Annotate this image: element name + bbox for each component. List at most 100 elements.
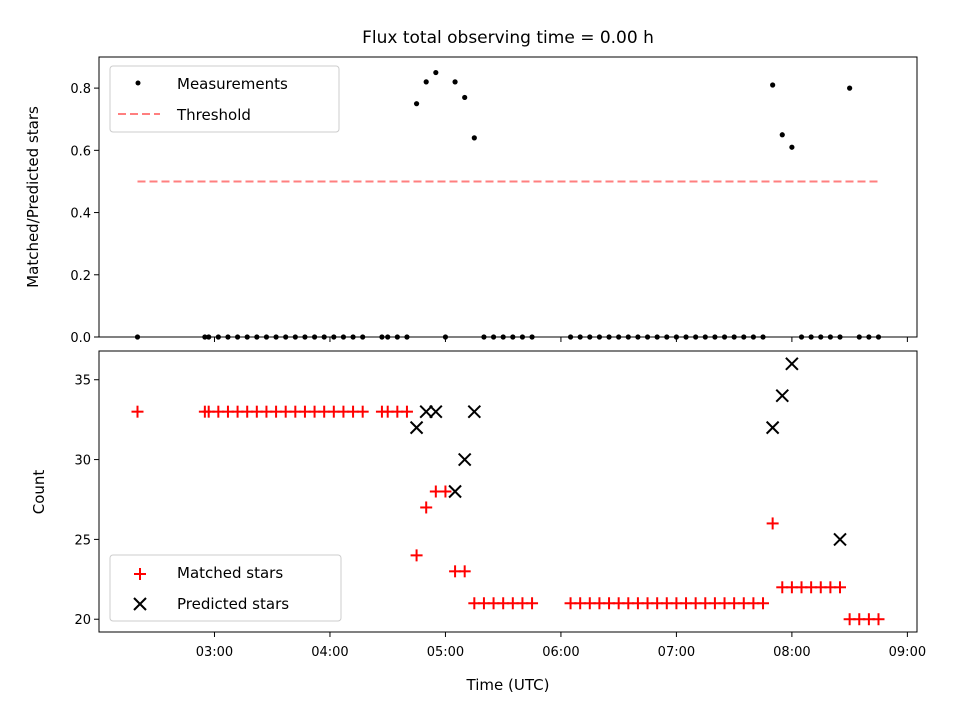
- measurement-point: [244, 334, 250, 340]
- matched-star-point: [420, 501, 433, 514]
- measurement-point: [866, 334, 872, 340]
- predicted-star-point: [409, 420, 424, 435]
- measurement-point: [331, 334, 337, 340]
- measurement-point: [394, 334, 400, 340]
- measurement-point: [202, 334, 208, 340]
- measurement-point: [360, 334, 366, 340]
- measurement-point: [206, 334, 212, 340]
- measurement-point: [283, 334, 289, 340]
- measurement-point: [423, 79, 429, 85]
- measurement-point: [385, 334, 391, 340]
- measurement-point: [654, 334, 660, 340]
- measurement-point: [500, 334, 506, 340]
- bottom-legend: Matched stars Predicted stars: [109, 554, 342, 622]
- measurement-point: [789, 144, 795, 150]
- matched-star-point: [526, 597, 539, 610]
- legend-matched-marker: [134, 568, 146, 580]
- measurement-point: [379, 334, 385, 340]
- top-legend-box: [109, 65, 340, 133]
- bottom-y-axis-label: Count: [30, 470, 48, 515]
- x-axis-label: Time (UTC): [466, 676, 550, 694]
- legend-predicted-label: Predicted stars: [177, 595, 289, 613]
- measurement-point: [712, 334, 718, 340]
- matched-star-point: [410, 549, 423, 562]
- measurement-point: [731, 334, 737, 340]
- predicted-star-point: [765, 420, 780, 435]
- measurement-point: [413, 101, 420, 107]
- measurement-point: [664, 334, 670, 340]
- measurement-point: [302, 334, 308, 340]
- measurement-point: [818, 334, 824, 340]
- measurement-point: [625, 334, 631, 340]
- matched-star-point: [356, 405, 369, 418]
- measurement-point: [702, 334, 708, 340]
- xtick-label: 08:00: [773, 645, 810, 660]
- measurement-point: [134, 334, 141, 340]
- measurement-point: [837, 334, 843, 340]
- measurement-point: [452, 79, 458, 85]
- measurement-point: [683, 334, 689, 340]
- matched-star-point: [400, 405, 413, 418]
- legend-threshold-label: Threshold: [176, 106, 251, 124]
- bottom-ytick-label: 30: [74, 454, 91, 469]
- measurement-point: [606, 334, 612, 340]
- measurement-point: [519, 334, 526, 340]
- top-legend: Measurements Threshold: [109, 65, 340, 133]
- top-ytick-label: 0.2: [70, 269, 91, 284]
- measurement-point: [750, 334, 757, 340]
- matched-star-point: [458, 565, 471, 578]
- bottom-plot-frame: [98, 350, 918, 633]
- measurement-point: [481, 334, 487, 340]
- xtick-label: 03:00: [196, 645, 233, 660]
- bottom-ytick-label: 35: [74, 374, 91, 389]
- measurement-point: [673, 334, 680, 340]
- measurement-point: [292, 334, 298, 340]
- measurement-point: [644, 334, 651, 340]
- measurement-point: [847, 85, 853, 91]
- bottom-ytick-label: 25: [74, 533, 91, 548]
- predicted-star-point: [785, 357, 799, 371]
- predicted-star-point: [457, 452, 472, 467]
- top-ytick-label: 0.4: [70, 207, 91, 222]
- measurement-point: [808, 334, 814, 340]
- measurement-point: [770, 82, 776, 88]
- measurement-point: [587, 334, 593, 340]
- measurement-point: [567, 334, 574, 340]
- measurement-point: [471, 135, 477, 141]
- matched-star-point: [757, 597, 770, 610]
- measurement-point: [760, 334, 766, 340]
- measurement-point: [273, 334, 279, 340]
- measurement-point: [433, 69, 439, 76]
- legend-matched-label: Matched stars: [177, 564, 283, 582]
- measurement-point: [875, 334, 882, 340]
- xtick-label: 06:00: [542, 645, 579, 660]
- predicted-star-point: [429, 404, 443, 419]
- legend-measurements-label: Measurements: [177, 75, 288, 93]
- matched-star-point: [834, 581, 847, 594]
- measurement-point: [529, 334, 535, 340]
- top-panel: 0.00.20.40.60.8 Matched/Predicted stars …: [24, 56, 918, 346]
- measurement-point: [462, 94, 468, 101]
- predicted-star-point: [833, 532, 847, 547]
- predicted-star-point: [775, 388, 789, 403]
- measurement-point: [510, 334, 516, 340]
- legend-measurements-marker: [135, 80, 141, 86]
- top-y-axis-label: Matched/Predicted stars: [24, 106, 42, 288]
- top-ytick-label: 0.0: [70, 331, 91, 346]
- bottom-panel: 20 25 30 35 03:00 04:00 05:00 06:00 07:00 08:00 0…: [30, 350, 926, 694]
- xtick-label: 05:00: [427, 645, 464, 660]
- measurement-point: [721, 334, 728, 340]
- measurement-point: [340, 334, 347, 340]
- matched-star-point: [872, 613, 885, 626]
- xtick-label: 07:00: [658, 645, 695, 660]
- measurement-point: [321, 334, 327, 340]
- predicted-star-point: [467, 404, 482, 419]
- measurement-point: [616, 334, 622, 340]
- matched-star-point: [131, 405, 144, 418]
- measurement-point: [827, 334, 833, 340]
- legend-predicted-marker: [133, 597, 147, 611]
- top-ytick-label: 0.6: [70, 144, 91, 159]
- measurement-point: [234, 334, 241, 340]
- measurement-point: [404, 334, 410, 340]
